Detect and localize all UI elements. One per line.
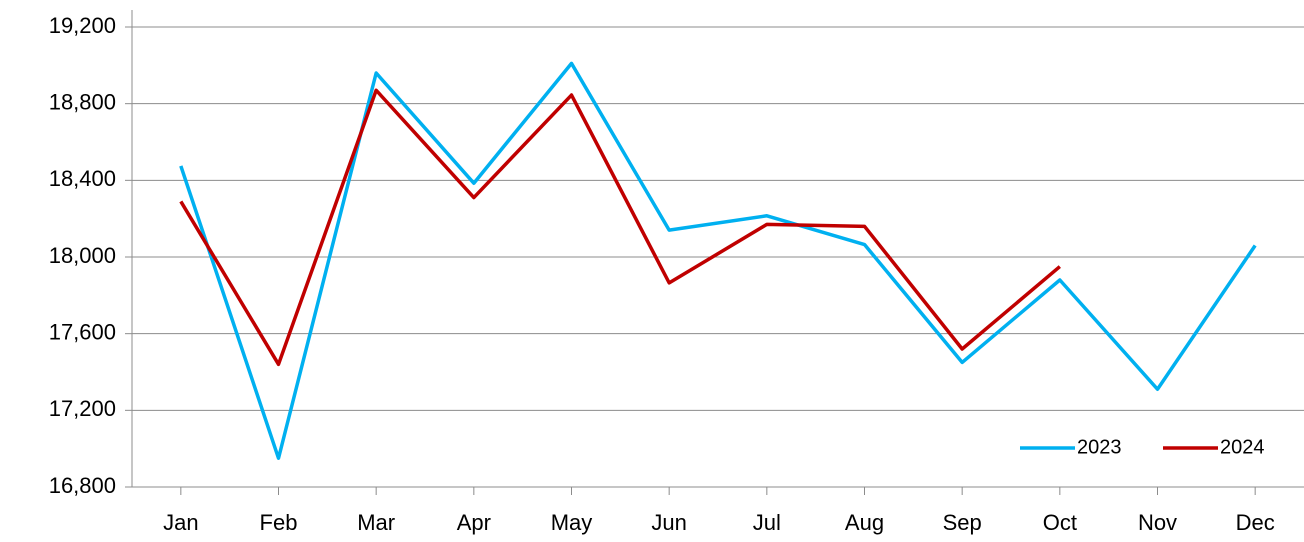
x-tick-label: Apr bbox=[457, 510, 491, 535]
y-tick-label: 17,200 bbox=[49, 396, 116, 421]
legend-label: 2024 bbox=[1220, 436, 1265, 458]
x-tick-label: Dec bbox=[1236, 510, 1275, 535]
x-tick-label: Nov bbox=[1138, 510, 1177, 535]
y-tick-label: 18,800 bbox=[49, 89, 116, 114]
series-line bbox=[179, 88, 1061, 367]
x-tick-label: Jan bbox=[163, 510, 198, 535]
y-tick-label: 16,800 bbox=[49, 473, 116, 498]
x-tick-label: Jul bbox=[753, 510, 781, 535]
y-tick-label: 17,600 bbox=[49, 319, 116, 344]
y-tick-label: 19,200 bbox=[49, 13, 116, 38]
x-tick-label: Sep bbox=[943, 510, 982, 535]
legend-label: 2023 bbox=[1077, 436, 1122, 458]
x-tick-label: Mar bbox=[357, 510, 395, 535]
series-line bbox=[179, 61, 1257, 460]
y-tick-label: 18,000 bbox=[49, 243, 116, 268]
x-tick-label: Oct bbox=[1043, 510, 1077, 535]
y-tick-label: 18,400 bbox=[49, 166, 116, 191]
x-tick-label: Aug bbox=[845, 510, 884, 535]
x-tick-label: May bbox=[551, 510, 593, 535]
x-tick-label: Feb bbox=[260, 510, 298, 535]
x-tick-label: Jun bbox=[651, 510, 686, 535]
